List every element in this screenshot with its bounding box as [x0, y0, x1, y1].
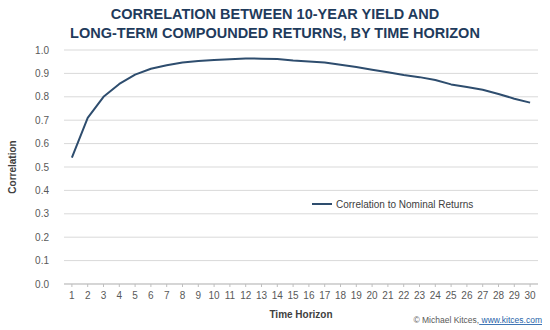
y-tick-label: 0.1: [35, 255, 49, 266]
y-tick-label: 0.0: [35, 279, 49, 290]
x-tick-label: 5: [132, 290, 138, 301]
x-tick-label: 10: [209, 290, 221, 301]
grid-line: [64, 50, 538, 51]
grid-line: [64, 190, 538, 191]
grid-line: [64, 143, 538, 144]
x-tick-label: 20: [367, 290, 379, 301]
copyright: © Michael Kitces, www.kitces.com: [413, 315, 542, 325]
x-tick-label: 6: [148, 290, 154, 301]
x-tick: [182, 284, 183, 287]
x-tick-label: 7: [164, 290, 170, 301]
x-tick-label: 15: [288, 290, 300, 301]
x-tick-label: 19: [351, 290, 363, 301]
link: www.kitces.com: [479, 315, 542, 325]
legend-key: [312, 203, 332, 205]
x-tick-label: 4: [117, 290, 123, 301]
annotation: © Michael Kitces,: [413, 315, 479, 325]
chart: CORRELATION BETWEEN 10-YEAR YIELD AND LON…: [0, 0, 550, 330]
x-tick-label: 26: [461, 290, 473, 301]
grid-line: [64, 260, 538, 261]
x-tick: [119, 284, 120, 287]
x-tick: [103, 284, 104, 287]
x-tick-label: 12: [240, 290, 252, 301]
x-tick: [277, 284, 278, 287]
x-tick: [482, 284, 483, 287]
x-tick: [308, 284, 309, 287]
x-tick-label: 22: [398, 290, 410, 301]
y-tick-label: 0.6: [35, 138, 49, 149]
y-tick-label: 0.7: [35, 115, 49, 126]
x-tick-label: 24: [430, 290, 442, 301]
x-tick-label: 13: [256, 290, 268, 301]
y-tick-label: 1.0: [35, 45, 49, 56]
x-tick: [530, 284, 531, 287]
x-tick-label: 16: [303, 290, 315, 301]
x-tick: [419, 284, 420, 287]
plot-area: [72, 58, 530, 157]
x-tick: [150, 284, 151, 287]
x-tick: [387, 284, 388, 287]
x-tick: [245, 284, 246, 287]
x-tick-label: 30: [525, 290, 537, 301]
x-tick: [166, 284, 167, 287]
grid-line: [64, 213, 538, 214]
x-tick: [214, 284, 215, 287]
grid-line: [64, 167, 538, 168]
x-tick-label: 3: [101, 290, 107, 301]
x-tick: [293, 284, 294, 287]
x-tick: [324, 284, 325, 287]
x-tick-label: 11: [225, 290, 236, 301]
grid-line: [64, 237, 538, 238]
y-tick-label: 0.3: [35, 208, 49, 219]
x-tick-label: 29: [509, 290, 521, 301]
x-tick-label: 17: [319, 290, 331, 301]
y-tick-label: 0.9: [35, 68, 49, 79]
x-tick: [87, 284, 88, 287]
x-tick: [261, 284, 262, 287]
y-tick-label: 0.2: [35, 232, 49, 243]
grid-line: [64, 120, 538, 121]
y-tick-label: 0.5: [35, 162, 49, 173]
x-tick: [71, 284, 72, 287]
x-tick: [229, 284, 230, 287]
x-tick-label: 8: [180, 290, 186, 301]
x-tick: [356, 284, 357, 287]
x-tick: [340, 284, 341, 287]
x-tick: [198, 284, 199, 287]
x-tick: [135, 284, 136, 287]
chart-title: LONG-TERM COMPOUNDED RETURNS, BY TIME HO…: [70, 25, 480, 41]
x-tick-label: 27: [477, 290, 489, 301]
x-axis-label: Time Horizon: [269, 309, 332, 320]
grid-line: [64, 96, 538, 97]
x-tick: [498, 284, 499, 287]
y-tick-label: 0.8: [35, 91, 49, 102]
x-tick-label: 14: [272, 290, 284, 301]
y-axis-label: Correlation: [7, 140, 18, 193]
grid: [64, 50, 538, 284]
legend-label: Correlation to Nominal Returns: [336, 199, 473, 210]
x-tick-label: 18: [335, 290, 347, 301]
x-tick: [514, 284, 515, 287]
x-tick-label: 21: [382, 290, 394, 301]
x-tick-label: 9: [196, 290, 202, 301]
x-tick: [435, 284, 436, 287]
x-tick: [451, 284, 452, 287]
x-tick-label: 2: [85, 290, 91, 301]
x-tick-label: 28: [493, 290, 505, 301]
x-tick-label: 23: [414, 290, 426, 301]
x-tick-label: 25: [446, 290, 458, 301]
x-tick: [466, 284, 467, 287]
x-tick-label: 1: [69, 290, 75, 301]
series-line: [72, 58, 530, 157]
x-tick: [403, 284, 404, 287]
y-tick-label: 0.4: [35, 185, 49, 196]
x-tick: [372, 284, 373, 287]
chart-title: CORRELATION BETWEEN 10-YEAR YIELD AND: [111, 6, 439, 22]
